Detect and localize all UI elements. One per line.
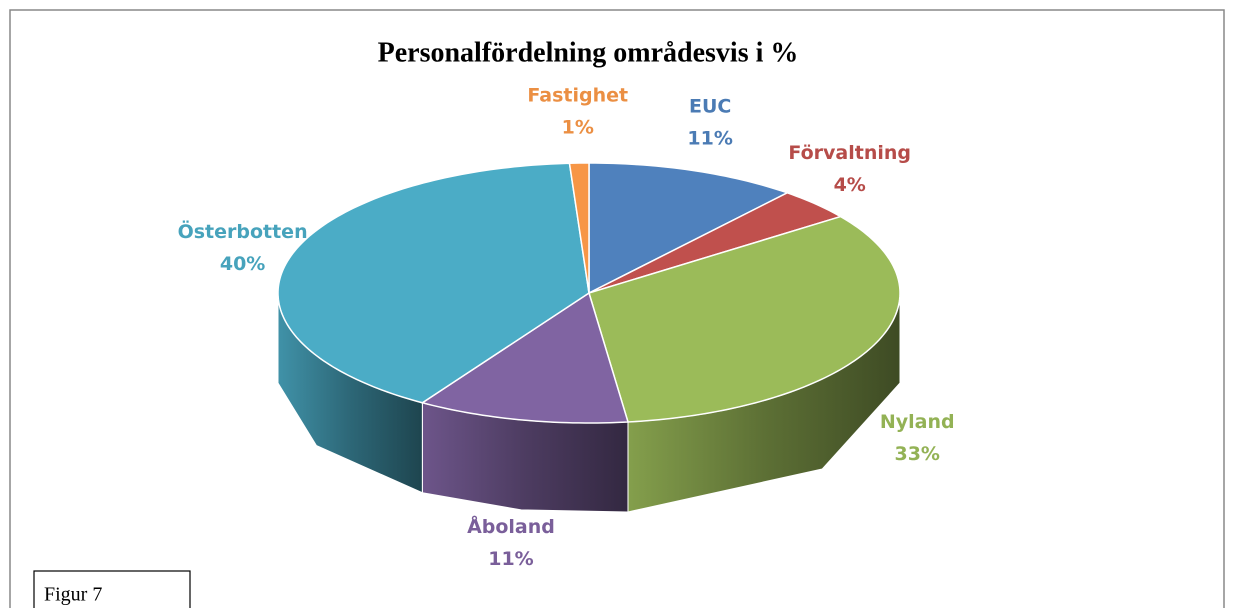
chart-title: Personalfördelning områdesvis i % [378, 37, 799, 68]
data-label-name: EUC [689, 95, 731, 117]
data-label-value: 11% [488, 548, 533, 570]
slice [568, 162, 590, 294]
data-label-name: Förvaltning [788, 142, 911, 164]
slice [588, 192, 843, 294]
data-label-name: Fastighet [527, 85, 628, 107]
slice [420, 291, 629, 424]
data-label-name: Nyland [880, 411, 955, 433]
data-label-value: 4% [834, 174, 866, 196]
slice [588, 162, 790, 295]
data-label-value: 33% [894, 443, 939, 465]
slice [588, 215, 901, 423]
figure-label: Figur 7 [44, 584, 102, 606]
figure-box [33, 570, 191, 608]
data-label-name: Åboland [467, 514, 555, 538]
data-label-value: 40% [220, 253, 265, 275]
slice [277, 162, 590, 404]
data-label-name: Österbotten [178, 219, 308, 243]
data-label-value: 11% [687, 127, 732, 149]
data-label-value: 1% [562, 117, 594, 139]
